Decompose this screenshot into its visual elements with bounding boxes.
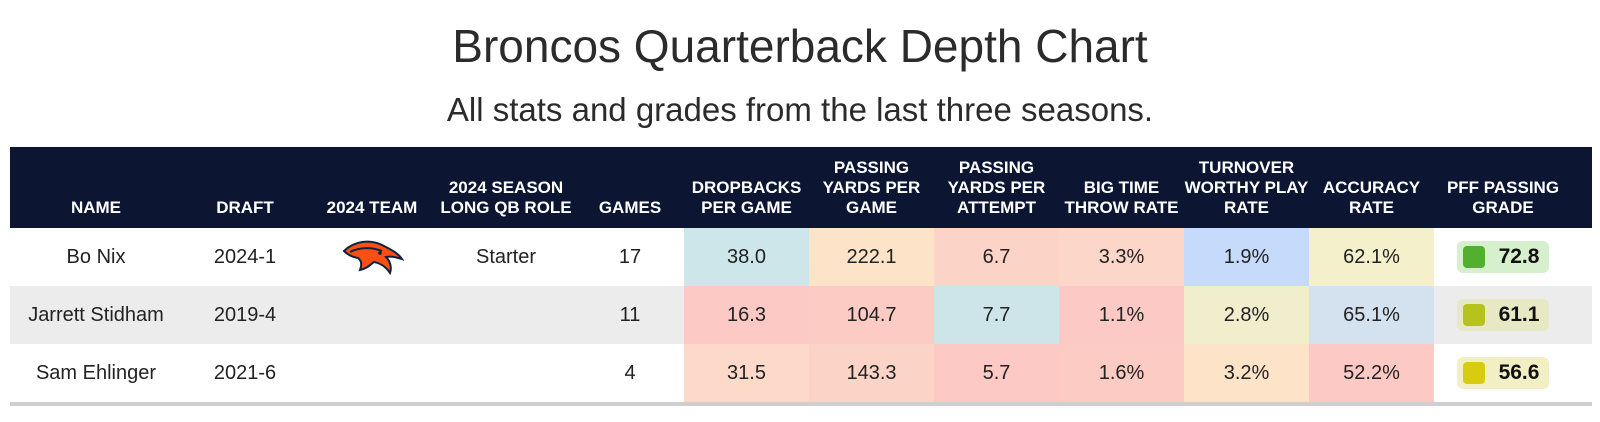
stat-big-time-throw: 3.3% <box>1059 228 1184 286</box>
player-role <box>436 286 576 344</box>
player-name: Bo Nix <box>66 245 126 268</box>
grade-value: 56.6 <box>1498 361 1540 384</box>
player-games: 11 <box>619 303 641 326</box>
grade-color-dot <box>1462 246 1485 268</box>
stat-yards-per-game: 222.1 <box>809 228 934 286</box>
grade-color-dot <box>1462 362 1485 384</box>
player-role <box>436 344 576 402</box>
grade-badge: 72.8 <box>1456 241 1550 273</box>
stat-turnover-worthy: 2.8% <box>1184 286 1309 344</box>
stat-accuracy: 62.1% <box>1309 228 1434 286</box>
grade-cell: 72.8 <box>1434 228 1572 286</box>
stat-yards-per-attempt: 6.7 <box>934 228 1059 286</box>
grade-value: 61.1 <box>1498 303 1540 326</box>
table-bottom-border <box>10 402 1592 406</box>
player-role: Starter <box>475 245 537 268</box>
stat-big-time-throw: 1.1% <box>1059 286 1184 344</box>
player-name: Jarrett Stidham <box>28 303 164 326</box>
header-turnover-worthy: TURNOVER WORTHY PLAY RATE <box>1184 158 1309 217</box>
stat-dropbacks: 31.5 <box>684 344 809 402</box>
player-draft: 2019-4 <box>213 303 277 326</box>
header-accuracy: ACCURACY RATE <box>1322 178 1421 217</box>
page-subtitle: All stats and grades from the last three… <box>446 91 1154 128</box>
table-header: NAME DRAFT 2024 TEAM 2024 SEASON LONG QB… <box>10 147 1592 228</box>
header-draft: DRAFT <box>216 198 274 217</box>
stat-accuracy: 52.2% <box>1309 344 1434 402</box>
header-dropbacks: DROPBACKS PER GAME <box>691 178 802 217</box>
header-pff-grade: PFF PASSING GRADE <box>1446 178 1560 217</box>
player-games: 4 <box>624 361 636 384</box>
header-games: GAMES <box>598 198 662 217</box>
header-team: 2024 TEAM <box>326 198 418 217</box>
page-title: Broncos Quarterback Depth Chart <box>452 20 1148 72</box>
header-big-time-throw: BIG TIME THROW RATE <box>1064 178 1179 217</box>
stat-yards-per-attempt: 7.7 <box>934 286 1059 344</box>
grade-value: 72.8 <box>1498 245 1540 268</box>
grade-badge: 56.6 <box>1456 357 1550 389</box>
table-row: Bo Nix 2024-1 Starter 17 38.0 222.1 6.7 … <box>10 228 1592 286</box>
stat-yards-per-attempt: 5.7 <box>934 344 1059 402</box>
depth-chart-table: NAME DRAFT 2024 TEAM 2024 SEASON LONG QB… <box>10 147 1592 406</box>
grade-color-dot <box>1462 304 1485 326</box>
team-logo-cell <box>308 286 436 344</box>
stat-yards-per-game: 104.7 <box>809 286 934 344</box>
team-logo-cell <box>308 228 436 286</box>
player-draft: 2021-6 <box>213 361 277 384</box>
grade-cell: 56.6 <box>1434 344 1572 402</box>
table-row: Jarrett Stidham 2019-4 11 16.3 104.7 7.7… <box>10 286 1592 344</box>
grade-badge: 61.1 <box>1456 299 1550 331</box>
stat-yards-per-game: 143.3 <box>809 344 934 402</box>
header-name: NAME <box>70 198 122 217</box>
stat-accuracy: 65.1% <box>1309 286 1434 344</box>
header-yards-per-attempt: PASSING YARDS PER ATTEMPT <box>947 158 1046 217</box>
stat-dropbacks: 16.3 <box>684 286 809 344</box>
player-name: Sam Ehlinger <box>35 361 157 384</box>
header-role: 2024 SEASON LONG QB ROLE <box>440 178 572 217</box>
stat-big-time-throw: 1.6% <box>1059 344 1184 402</box>
player-games: 17 <box>618 245 642 268</box>
stat-dropbacks: 38.0 <box>684 228 809 286</box>
stat-turnover-worthy: 3.2% <box>1184 344 1309 402</box>
team-logo-cell <box>308 344 436 402</box>
table-body: Bo Nix 2024-1 Starter 17 38.0 222.1 6.7 … <box>10 228 1592 402</box>
stat-turnover-worthy: 1.9% <box>1184 228 1309 286</box>
header-yards-per-game: PASSING YARDS PER GAME <box>822 158 921 217</box>
grade-cell: 61.1 <box>1434 286 1572 344</box>
player-draft: 2024-1 <box>213 245 277 268</box>
broncos-logo-icon <box>342 240 404 276</box>
table-row: Sam Ehlinger 2021-6 4 31.5 143.3 5.7 1.6… <box>10 344 1592 402</box>
